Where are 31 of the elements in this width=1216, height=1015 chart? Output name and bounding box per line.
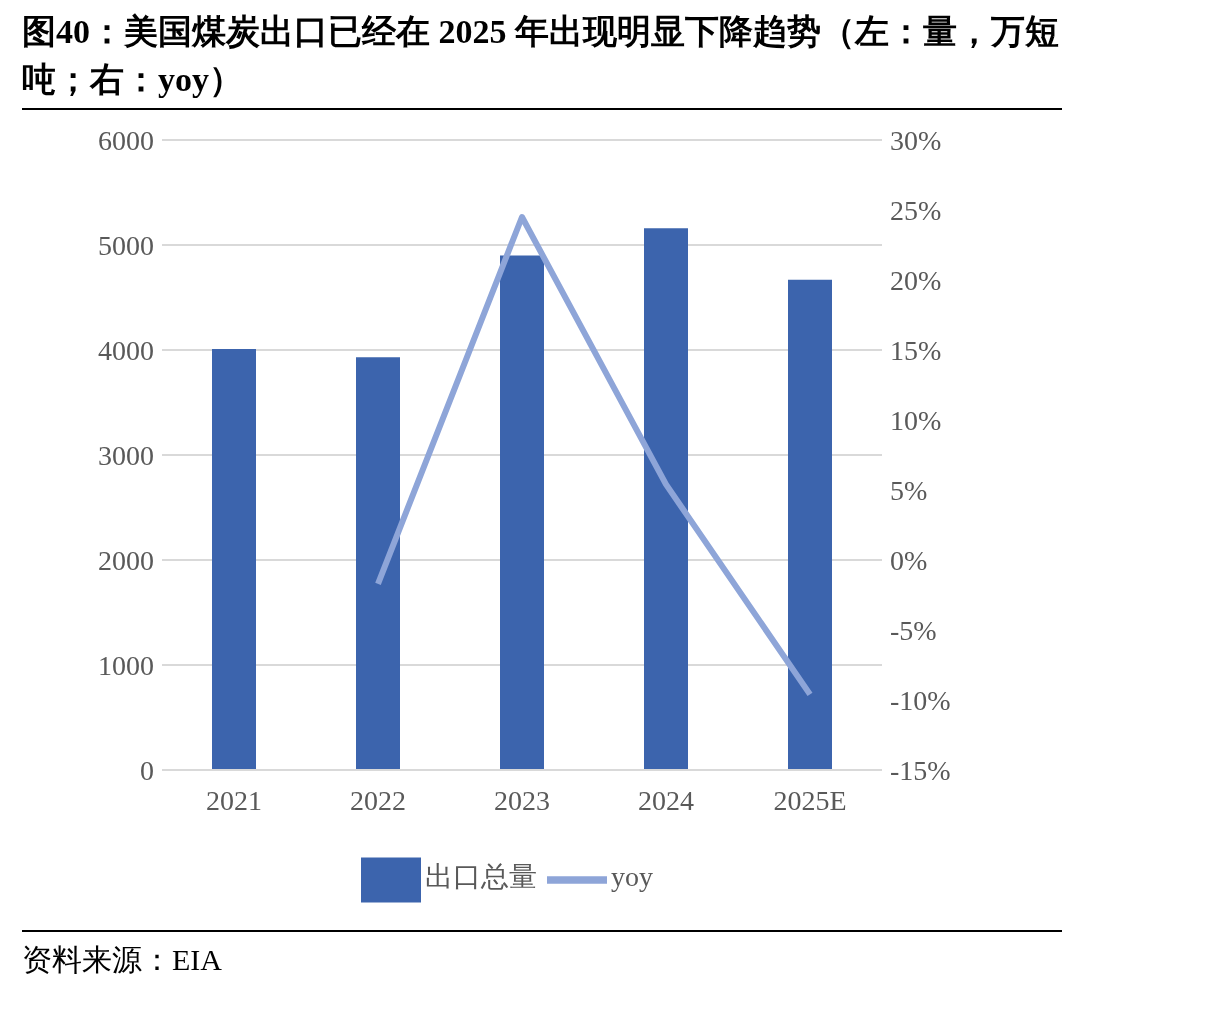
bar	[644, 228, 688, 770]
chart-title: 图40：美国煤炭出口已经在 2025 年出现明显下降趋势（左：量，万短吨；右：yoy）	[22, 8, 1062, 110]
y-tick-label: 5000	[98, 229, 154, 261]
y2-tick-label: -15%	[890, 754, 951, 786]
y2-tick-label: 25%	[890, 194, 942, 226]
x-tick-label: 2024	[638, 784, 694, 816]
y2-tick-label: -5%	[890, 614, 937, 646]
bar	[356, 357, 400, 770]
x-tick-label: 2023	[494, 784, 550, 816]
y2-tick-label: 10%	[890, 404, 942, 436]
bar	[500, 255, 544, 770]
y-tick-label: 3000	[98, 439, 154, 471]
x-tick-label: 2022	[350, 784, 406, 816]
x-tick-label: 2021	[206, 784, 262, 816]
legend-label: 出口总量	[425, 861, 537, 893]
y2-tick-label: 30%	[890, 124, 942, 156]
x-tick-label: 2025E	[773, 784, 847, 816]
bar	[212, 348, 256, 770]
y2-tick-label: 0%	[890, 544, 928, 576]
legend-label: yoy	[611, 861, 653, 893]
y2-tick-label: 20%	[890, 264, 942, 296]
bar	[788, 279, 832, 770]
text: 资料来源：EIA	[22, 942, 223, 978]
y2-tick-label: 5%	[890, 474, 928, 506]
y2-tick-label: 15%	[890, 334, 942, 366]
y-tick-label: 4000	[98, 334, 154, 366]
y-tick-label: 1000	[98, 649, 154, 681]
y-tick-label: 6000	[98, 124, 154, 156]
y2-tick-label: -10%	[890, 684, 951, 716]
y-tick-label: 2000	[98, 544, 154, 576]
y-tick-label: 0	[140, 754, 154, 786]
